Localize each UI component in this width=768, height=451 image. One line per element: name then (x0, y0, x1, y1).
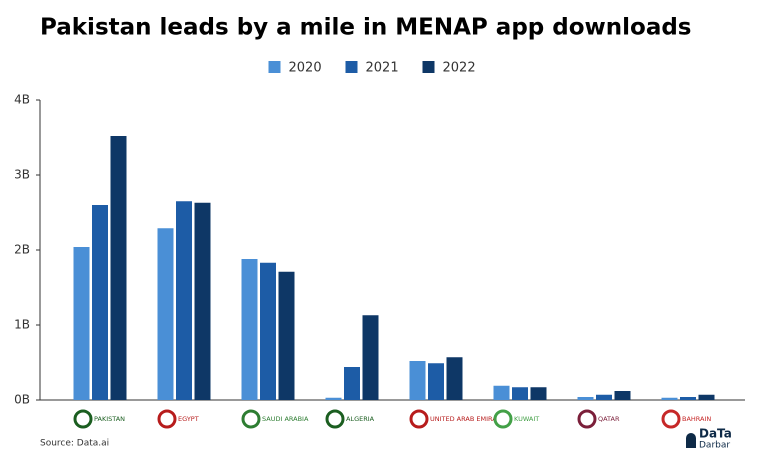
legend-label: 2022 (443, 61, 476, 76)
legend-label: 2021 (366, 61, 399, 76)
y-tick-label: 2B (14, 243, 30, 257)
x-tick-label: EGYPT (178, 415, 199, 423)
logo-icon (686, 433, 696, 448)
legend-swatch (345, 61, 358, 73)
logo-text: Darbar (699, 441, 730, 451)
y-tick-label: 1B (14, 318, 30, 332)
logo-text: DaTa (699, 427, 732, 441)
bar (446, 357, 463, 400)
bar (493, 385, 510, 400)
bar (157, 228, 174, 400)
flag-icon (73, 409, 93, 429)
x-tick-label: ALGERIA (346, 415, 375, 423)
bar (325, 397, 342, 400)
bar (362, 315, 379, 400)
bar (530, 387, 547, 400)
bar (241, 259, 258, 400)
x-tick-label: UNITED ARAB EMIRATES (430, 415, 508, 423)
bar (260, 262, 276, 400)
flag-icon (577, 409, 597, 429)
legend-label: 2020 (289, 61, 322, 76)
x-tick-label: KUWAIT (514, 415, 539, 423)
bar (73, 247, 90, 400)
bar (661, 397, 678, 400)
y-tick-label: 3B (14, 168, 30, 182)
flag-icon (325, 409, 345, 429)
x-tick-label: SAUDI ARABIA (262, 415, 309, 423)
bar (344, 367, 360, 400)
y-tick-label: 4B (14, 93, 30, 107)
bar (194, 202, 211, 400)
bar (614, 391, 631, 400)
chart-title: Pakistan leads by a mile in MENAP app do… (40, 15, 692, 41)
bar (428, 363, 444, 400)
flag-icon (409, 409, 429, 429)
x-tick-label: PAKISTAN (94, 415, 125, 423)
flag-icon (157, 409, 177, 429)
x-tick-label: QATAR (598, 415, 620, 423)
bar (92, 205, 108, 400)
bar (512, 387, 528, 400)
flag-icon (661, 409, 681, 429)
flag-icon (241, 409, 261, 429)
bar (596, 394, 612, 400)
x-tick-label: BAHRAIN (682, 415, 711, 423)
y-tick-label: 0B (14, 393, 30, 407)
bar (110, 136, 127, 400)
bar (278, 271, 295, 400)
flag-icon (493, 409, 513, 429)
bar (409, 361, 426, 400)
bar (577, 397, 594, 400)
logo: DaTa Darbar (686, 427, 732, 451)
bar (680, 397, 696, 400)
legend-swatch (268, 61, 281, 73)
legend-swatch (422, 61, 435, 73)
source: Source: Data.ai (40, 439, 109, 449)
bar (176, 201, 192, 400)
bar (698, 394, 715, 400)
